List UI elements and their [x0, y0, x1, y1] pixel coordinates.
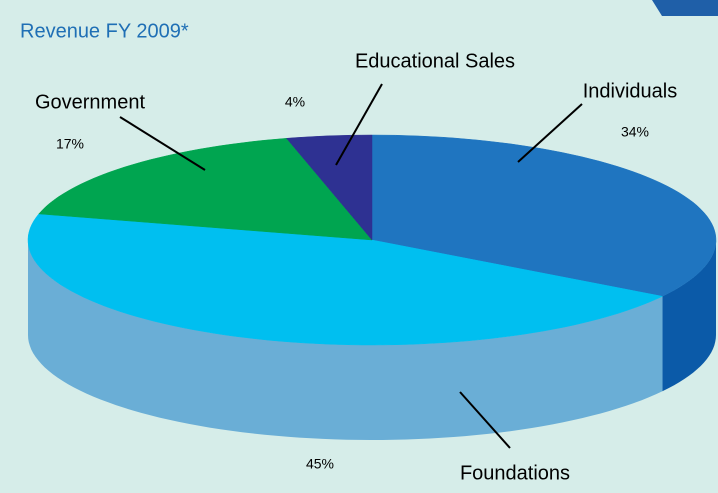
- slice-label: Government: [35, 91, 145, 113]
- corner-tab: [652, 0, 718, 16]
- value-label: 34%: [621, 124, 649, 140]
- slice-label: Individuals: [583, 80, 678, 102]
- leader-line: [119, 116, 206, 171]
- leader-line: [335, 83, 383, 166]
- leader-lines: [119, 83, 583, 449]
- value-label: 4%: [285, 94, 305, 110]
- slice-label: Foundations: [460, 462, 570, 484]
- value-label: 45%: [306, 456, 334, 472]
- chart-title: Revenue FY 2009*: [20, 20, 189, 42]
- slice: [371, 134, 717, 297]
- slice: [285, 134, 373, 241]
- slice: [27, 213, 664, 346]
- leader-line: [517, 103, 583, 163]
- slice-side: [662, 240, 716, 392]
- leader-line: [459, 391, 511, 449]
- slice-side: [28, 240, 663, 440]
- slice: [38, 138, 373, 241]
- value-label: 17%: [56, 136, 84, 152]
- slice-label: Educational Sales: [355, 50, 515, 72]
- pie: [27, 134, 717, 440]
